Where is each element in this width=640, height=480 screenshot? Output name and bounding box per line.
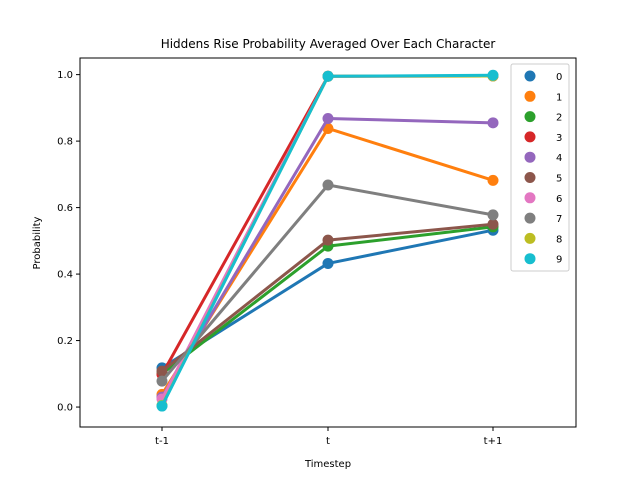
legend-item: 2 [524, 111, 562, 124]
legend-marker [524, 90, 536, 102]
legend-label: 0 [556, 72, 562, 83]
data-point [487, 209, 499, 221]
legend-item: 1 [524, 90, 562, 103]
legend-label: 6 [556, 194, 562, 205]
legend-label: 5 [556, 174, 562, 185]
x-tick-label: t+1 [484, 436, 503, 447]
legend-marker [524, 253, 536, 265]
legend-label: 1 [556, 92, 562, 103]
legend-marker [524, 172, 536, 183]
legend-item: 5 [524, 172, 562, 185]
data-point [156, 375, 168, 387]
chart-title: Hiddens Rise Probability Averaged Over E… [161, 37, 496, 51]
series-7 [156, 179, 499, 387]
data-point [487, 174, 499, 186]
y-tick-label: 0.8 [57, 137, 73, 148]
legend-marker [524, 70, 536, 82]
y-tick-label: 0.2 [57, 336, 73, 347]
y-tick-label: 1.0 [57, 70, 73, 81]
legend-item: 7 [524, 212, 562, 225]
x-tick-label: t [326, 436, 330, 447]
data-point [487, 117, 499, 129]
y-axis-label: Probability [32, 216, 43, 269]
legend-label: 9 [556, 255, 562, 266]
legend-item: 3 [524, 131, 562, 144]
data-point [322, 234, 334, 246]
data-point [322, 179, 334, 191]
data-point [156, 365, 168, 377]
legend-item: 4 [524, 151, 562, 164]
data-point [156, 400, 168, 412]
y-tick-label: 0.4 [57, 270, 73, 281]
data-point [322, 70, 334, 82]
x-axis-label: Timestep [304, 459, 351, 470]
data-point [322, 113, 334, 125]
y-axis: 0.0 0.2 0.4 0.6 0.8 1.0 [57, 70, 80, 414]
data-point [487, 218, 499, 230]
series-9 [156, 69, 499, 412]
legend-item: 8 [524, 232, 562, 245]
legend-marker [524, 151, 536, 163]
legend-item: 0 [524, 70, 562, 83]
x-tick-label: t-1 [155, 436, 169, 447]
data-point [322, 257, 334, 269]
legend-label: 3 [556, 133, 562, 144]
series-5 [156, 218, 499, 377]
data-point [487, 69, 499, 81]
legend-marker [524, 192, 536, 204]
plot-frame [79, 57, 577, 428]
legend-label: 2 [556, 113, 562, 124]
legend-label: 8 [556, 234, 562, 245]
series-layer [156, 69, 499, 412]
legend-marker [524, 111, 536, 123]
y-tick-label: 0.0 [57, 403, 73, 414]
legend-label: 7 [556, 214, 562, 225]
legend-item: 6 [524, 192, 562, 205]
legend: 0 1 2 3 4 5 6 7 8 9 [510, 63, 570, 272]
x-axis: t-1 t t+1 [155, 427, 502, 447]
legend-item: 9 [524, 253, 562, 266]
legend-label: 4 [556, 153, 562, 164]
y-tick-label: 0.6 [57, 203, 73, 214]
legend-marker [524, 131, 536, 143]
legend-marker [524, 232, 536, 244]
legend-marker [524, 212, 536, 224]
